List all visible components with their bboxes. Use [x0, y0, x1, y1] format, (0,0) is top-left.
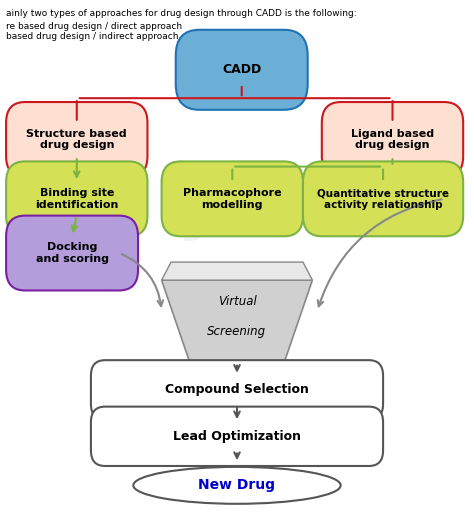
FancyBboxPatch shape [6, 215, 138, 291]
Text: JDD: JDD [187, 173, 334, 242]
FancyBboxPatch shape [176, 30, 308, 110]
Text: Ligand based
drug design: Ligand based drug design [351, 129, 434, 151]
Text: CADD: CADD [222, 63, 261, 76]
Text: re based drug design / direct approach: re based drug design / direct approach [6, 22, 182, 31]
Text: Compound Selection: Compound Selection [165, 384, 309, 397]
Text: Quantitative structure
activity relationship: Quantitative structure activity relation… [317, 188, 449, 210]
Polygon shape [162, 262, 312, 280]
FancyBboxPatch shape [322, 102, 463, 177]
FancyBboxPatch shape [91, 406, 383, 466]
Text: ainly two types of approaches for drug design through CADD is the following:: ainly two types of approaches for drug d… [6, 9, 357, 18]
FancyBboxPatch shape [162, 161, 303, 236]
FancyBboxPatch shape [91, 360, 383, 419]
Text: Docking
and scoring: Docking and scoring [36, 242, 109, 264]
Ellipse shape [133, 467, 341, 504]
Text: based drug design / indirect approach: based drug design / indirect approach [6, 32, 179, 42]
Text: New Drug: New Drug [199, 479, 275, 493]
FancyBboxPatch shape [303, 161, 463, 236]
Text: Lead Optimization: Lead Optimization [173, 430, 301, 443]
Text: Virtual

Screening: Virtual Screening [208, 295, 266, 338]
Text: Structure based
drug design: Structure based drug design [27, 129, 127, 151]
Polygon shape [162, 280, 312, 363]
FancyBboxPatch shape [6, 161, 147, 236]
Text: Pharmacophore
modelling: Pharmacophore modelling [183, 188, 282, 210]
FancyBboxPatch shape [6, 102, 147, 177]
Text: Binding site
identification: Binding site identification [35, 188, 118, 210]
